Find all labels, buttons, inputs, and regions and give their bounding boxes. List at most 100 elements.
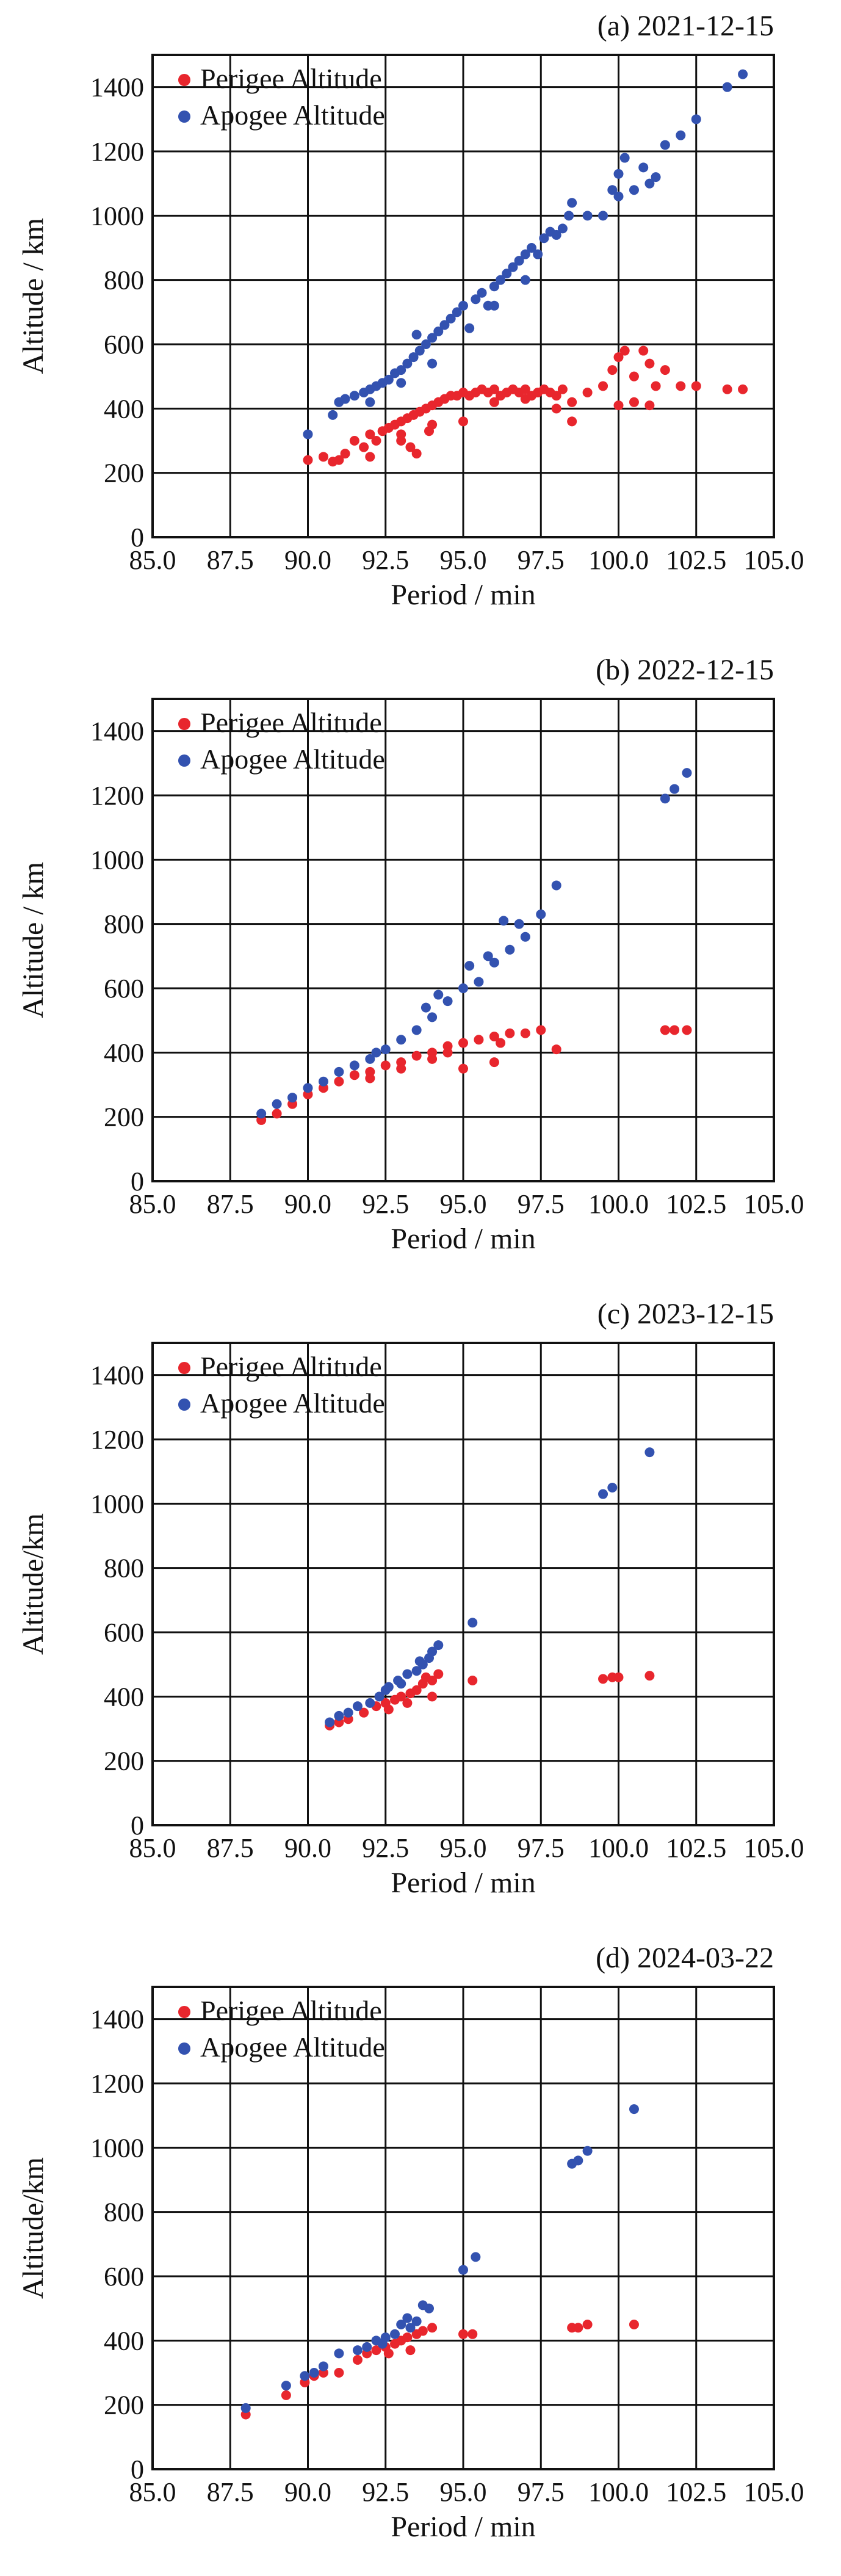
- data-point: [272, 1109, 282, 1119]
- legend-marker: [178, 2042, 190, 2055]
- data-point: [442, 1047, 453, 1058]
- data-point: [427, 1676, 438, 1685]
- data-point: [567, 397, 577, 407]
- series-apogee: [303, 69, 748, 440]
- data-point: [352, 2345, 363, 2356]
- data-point: [402, 1698, 413, 1708]
- x-tick-label: 105.0: [744, 1833, 804, 1863]
- x-tick-label: 95.0: [440, 1189, 487, 1219]
- data-point: [489, 1032, 499, 1041]
- y-tick-label: 200: [104, 2390, 144, 2420]
- data-point: [471, 294, 481, 305]
- x-tick-label: 100.0: [588, 1833, 649, 1863]
- series-apogee: [256, 768, 692, 1119]
- y-tick-label: 0: [131, 2455, 144, 2484]
- data-point: [682, 768, 692, 778]
- data-point: [411, 1025, 422, 1035]
- data-point: [318, 452, 328, 462]
- data-point: [598, 381, 608, 391]
- data-point: [464, 323, 475, 333]
- data-point: [505, 944, 515, 955]
- data-point: [551, 391, 561, 401]
- data-point: [433, 1640, 444, 1651]
- panel-c: (c) 2023-12-15 85.0 87.5 90.0 92.5 95.0 97.5 10…: [17, 1298, 804, 1899]
- data-point: [582, 211, 593, 221]
- data-point: [651, 381, 661, 391]
- data-point: [281, 2381, 291, 2391]
- x-tick-label: 102.5: [666, 2477, 726, 2507]
- data-point: [281, 2390, 291, 2400]
- panel-d: (d) 2024-03-22 85.0 87.5 90.0 92.5 95.0 97.5 10…: [17, 1942, 804, 2543]
- data-point: [287, 1093, 298, 1103]
- data-point: [502, 269, 512, 279]
- y-tick-label: 1400: [90, 1361, 144, 1391]
- y-tick-label: 0: [131, 523, 144, 552]
- data-point: [396, 1035, 406, 1045]
- data-point: [505, 1028, 515, 1038]
- y-tick-label: 1200: [90, 137, 144, 167]
- data-point: [309, 2368, 319, 2378]
- data-point: [613, 168, 624, 179]
- data-point: [340, 449, 350, 459]
- y-tick-label: 800: [104, 910, 144, 939]
- y-tick-label: 1000: [90, 1489, 144, 1519]
- data-point: [343, 1707, 353, 1718]
- data-point: [499, 916, 509, 926]
- data-point: [383, 374, 394, 385]
- y-tick-label: 800: [104, 2198, 144, 2227]
- series-perigee: [325, 1669, 655, 1731]
- legend-marker: [178, 718, 190, 730]
- plot-frame: [151, 698, 775, 1182]
- data-point: [396, 429, 406, 440]
- data-point: [676, 130, 686, 140]
- data-point: [411, 2316, 422, 2326]
- y-tick-label: 200: [104, 458, 144, 488]
- data-point: [676, 381, 686, 391]
- legend-marker: [178, 2006, 190, 2018]
- y-tick-label: 600: [104, 1618, 144, 1648]
- data-point: [629, 185, 639, 195]
- data-point: [439, 320, 450, 330]
- data-point: [427, 2323, 438, 2333]
- x-tick-label: 100.0: [588, 2477, 649, 2507]
- data-point: [489, 384, 499, 394]
- data-point: [334, 1710, 344, 1721]
- data-point: [349, 391, 359, 401]
- data-point: [417, 2326, 428, 2336]
- data-point: [496, 275, 506, 285]
- y-axis-label: Altitude/km: [17, 1513, 49, 1655]
- data-point: [536, 1025, 546, 1035]
- data-point: [365, 1073, 375, 1084]
- data-point: [467, 1676, 478, 1685]
- data-point: [638, 346, 649, 356]
- data-point: [303, 455, 313, 465]
- data-point: [598, 1489, 608, 1499]
- data-point: [334, 2348, 344, 2359]
- data-point: [564, 211, 574, 221]
- x-tick-label: 90.0: [284, 1189, 331, 1219]
- data-point: [533, 249, 543, 259]
- data-point: [303, 429, 313, 440]
- data-point: [383, 2348, 394, 2359]
- data-point: [613, 1672, 624, 1682]
- data-point: [427, 1691, 438, 1702]
- data-point: [383, 1704, 394, 1715]
- data-point: [483, 951, 493, 961]
- data-point: [536, 909, 546, 919]
- data-point: [489, 957, 499, 968]
- x-tick-label: 102.5: [666, 545, 726, 575]
- data-point: [691, 381, 701, 391]
- data-point: [551, 880, 561, 891]
- panel-a: (a) 2021-12-15 85.0 87.5 90.0 92.5 95.0 97.5 10…: [17, 10, 804, 611]
- x-tick-label: 100.0: [588, 545, 649, 575]
- x-tick-label: 92.5: [362, 2477, 409, 2507]
- data-point: [340, 394, 350, 404]
- x-tick-label: 95.0: [440, 545, 487, 575]
- data-point: [349, 1070, 359, 1080]
- x-tick-label: 95.0: [440, 1833, 487, 1863]
- data-point: [458, 983, 468, 993]
- legend-marker: [178, 754, 190, 767]
- legend-label: Apogee Altitude: [200, 1387, 385, 1419]
- data-point: [349, 436, 359, 446]
- x-tick-label: 102.5: [666, 1189, 726, 1219]
